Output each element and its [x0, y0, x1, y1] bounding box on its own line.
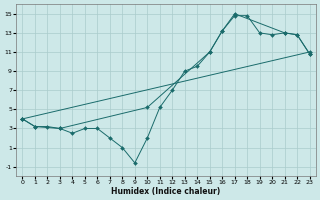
X-axis label: Humidex (Indice chaleur): Humidex (Indice chaleur) — [111, 187, 221, 196]
